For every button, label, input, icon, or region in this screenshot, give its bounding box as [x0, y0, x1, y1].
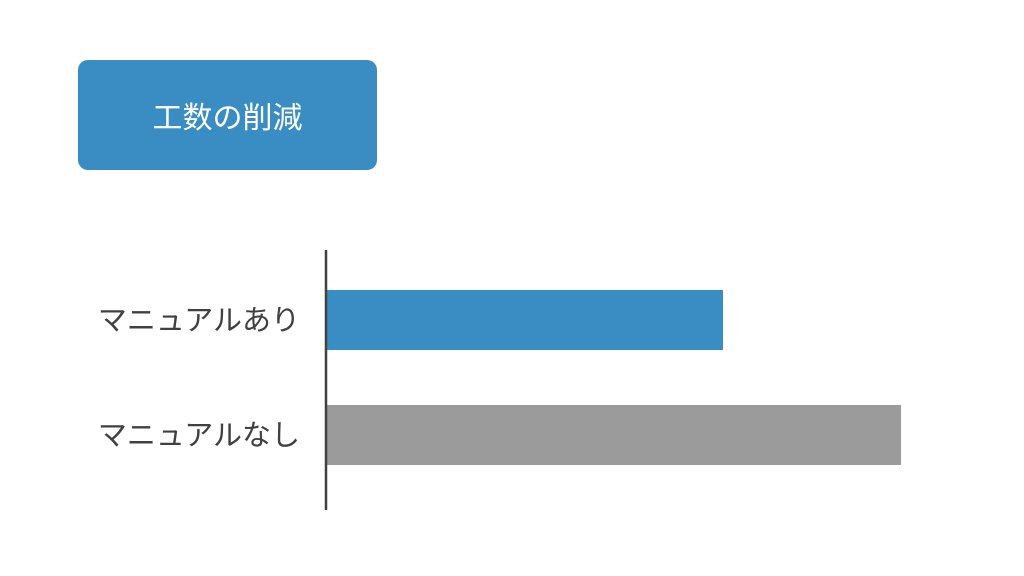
title-text: 工数の削減: [152, 101, 303, 136]
title-box: 工数の削減: [78, 60, 377, 170]
bar-1: [327, 290, 724, 350]
category-label: マニュアルあり: [98, 303, 300, 337]
category-label: マニュアルなし: [98, 418, 300, 452]
bar-2: [327, 405, 901, 465]
